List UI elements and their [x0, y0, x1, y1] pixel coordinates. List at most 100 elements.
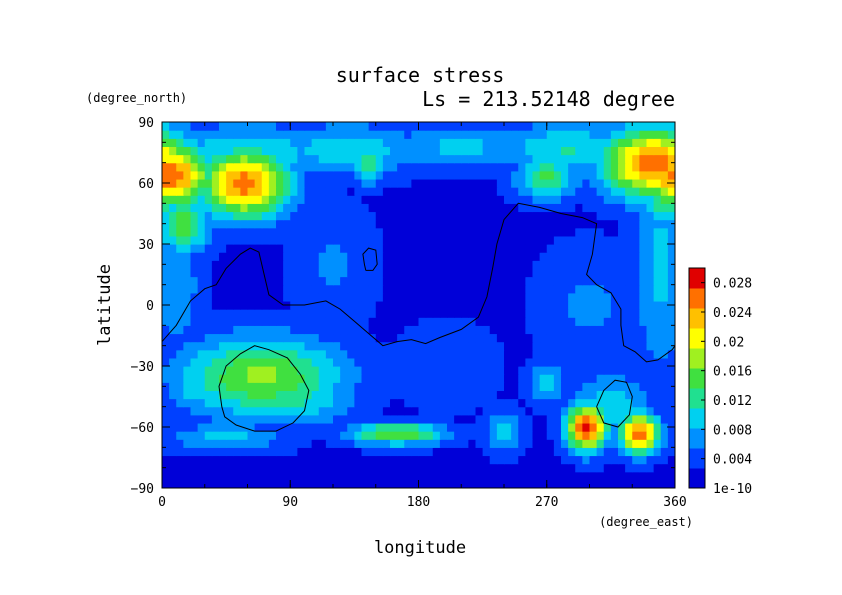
- heat-cell: [610, 390, 619, 400]
- heat-cell: [176, 439, 184, 448]
- heat-cell: [660, 382, 669, 391]
- heat-cell: [418, 317, 427, 326]
- heat-cell: [432, 479, 441, 488]
- heat-cell: [176, 471, 184, 481]
- heat-cell: [489, 317, 498, 326]
- heat-cell: [190, 414, 199, 424]
- heat-cell: [197, 471, 206, 481]
- heat-cell: [589, 471, 598, 481]
- heat-cell: [190, 195, 199, 204]
- heat-cell: [482, 382, 491, 391]
- heat-cell: [625, 341, 633, 351]
- heat-cell: [625, 398, 633, 408]
- heat-cell: [418, 463, 427, 473]
- heat-cell: [489, 130, 498, 139]
- heat-cell: [553, 455, 562, 465]
- heat-cell: [368, 309, 377, 318]
- heat-cell: [568, 317, 576, 326]
- heat-cell: [625, 235, 633, 245]
- heat-cell: [183, 366, 192, 375]
- heat-cell: [347, 268, 355, 278]
- heat-cell: [290, 187, 298, 196]
- heat-cell: [439, 227, 448, 237]
- heat-cell: [618, 292, 626, 302]
- heat-cell: [425, 260, 434, 269]
- heat-cell: [568, 357, 576, 367]
- heat-cell: [190, 244, 199, 253]
- heat-cell: [454, 203, 462, 213]
- heat-cell: [176, 260, 184, 269]
- heat-cell: [475, 276, 484, 286]
- heat-cell: [190, 357, 199, 367]
- heat-cell: [546, 333, 555, 343]
- heat-cell: [425, 219, 434, 229]
- heat-cell: [653, 284, 662, 294]
- heat-cell: [632, 398, 640, 408]
- heat-cell: [489, 357, 498, 367]
- heat-cell: [653, 406, 662, 416]
- heat-cell: [618, 268, 626, 278]
- heat-cell: [539, 390, 548, 400]
- heat-cell: [219, 138, 227, 147]
- heat-cell: [425, 268, 434, 278]
- heat-cell: [204, 431, 213, 440]
- heat-cell: [582, 235, 591, 245]
- heat-cell: [603, 211, 612, 221]
- heat-cell: [404, 219, 412, 229]
- heat-cell: [553, 219, 562, 229]
- heat-cell: [325, 203, 334, 213]
- heat-cell: [333, 276, 341, 286]
- heat-cell: [333, 187, 341, 196]
- heat-cell: [226, 138, 234, 147]
- heat-cell: [382, 268, 391, 278]
- heat-cell: [447, 406, 455, 416]
- heat-cell: [439, 309, 448, 318]
- heat-cell: [340, 284, 348, 294]
- heat-cell: [418, 414, 427, 424]
- heat-cell: [354, 479, 363, 488]
- heat-cell: [589, 349, 598, 359]
- heat-cell: [261, 195, 270, 204]
- heat-cell: [425, 211, 434, 221]
- heat-cell: [582, 284, 591, 294]
- heat-cell: [553, 349, 562, 359]
- heat-cell: [475, 268, 484, 278]
- heat-cell: [219, 333, 227, 343]
- heat-cell: [653, 422, 662, 432]
- heat-cell: [382, 357, 391, 367]
- heat-cell: [532, 406, 541, 416]
- heat-cell: [667, 146, 675, 156]
- heat-cell: [418, 138, 427, 147]
- heat-cell: [368, 244, 377, 253]
- heat-cell: [425, 276, 434, 286]
- heat-cell: [375, 325, 384, 335]
- heat-cell: [610, 154, 619, 164]
- heat-cell: [347, 284, 355, 294]
- heat-cell: [204, 479, 213, 488]
- heat-cell: [254, 195, 263, 204]
- heat-cell: [254, 235, 263, 245]
- heat-cell: [482, 317, 491, 326]
- heat-cell: [532, 219, 541, 229]
- heat-cell: [553, 252, 562, 261]
- colorbar-tick-label: 0.028: [713, 277, 752, 292]
- heat-cell: [390, 252, 398, 261]
- heat-cell: [169, 382, 177, 391]
- heat-cell: [610, 292, 619, 302]
- heat-cell: [183, 398, 192, 408]
- heat-cell: [297, 333, 306, 343]
- heat-cell: [219, 211, 227, 221]
- heat-cell: [575, 447, 583, 457]
- heat-cell: [532, 268, 541, 278]
- contour-line: [362, 247, 378, 271]
- heat-cell: [390, 422, 398, 432]
- heat-cell: [411, 244, 420, 253]
- heat-cell: [625, 146, 633, 156]
- heat-cell: [561, 422, 569, 432]
- heat-cell: [653, 187, 662, 196]
- heat-cell: [233, 235, 241, 245]
- heat-cell: [532, 349, 541, 359]
- heat-cell: [190, 130, 199, 139]
- heat-cell: [268, 455, 277, 465]
- heat-cell: [204, 325, 213, 335]
